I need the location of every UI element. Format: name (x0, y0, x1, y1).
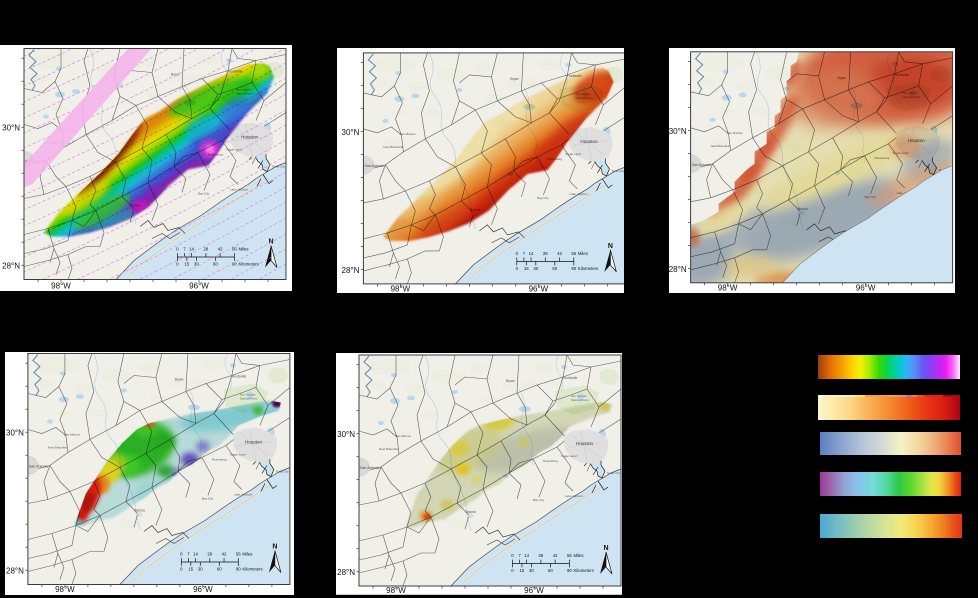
svg-text:96°W: 96°W (189, 281, 209, 290)
svg-text:98°W: 98°W (386, 586, 406, 595)
svg-text:28°N: 28°N (2, 261, 20, 270)
svg-text:98°W: 98°W (55, 585, 75, 594)
svg-text:30°N: 30°N (2, 123, 20, 132)
svg-text:30°N: 30°N (337, 430, 355, 439)
svg-text:28°N: 28°N (341, 266, 359, 275)
svg-text:98°W: 98°W (718, 283, 738, 292)
svg-text:98°W: 98°W (390, 284, 410, 293)
svg-text:28°N: 28°N (337, 568, 355, 577)
svg-text:96°W: 96°W (856, 283, 876, 292)
svg-text:28°N: 28°N (6, 566, 24, 575)
svg-text:96°W: 96°W (524, 586, 544, 595)
svg-text:30°N: 30°N (6, 428, 24, 437)
svg-text:30°N: 30°N (341, 128, 359, 137)
svg-text:96°W: 96°W (528, 284, 548, 293)
svg-text:96°W: 96°W (193, 585, 213, 594)
svg-text:98°W: 98°W (51, 281, 71, 290)
svg-text:30°N: 30°N (669, 127, 687, 136)
svg-text:28°N: 28°N (669, 265, 687, 274)
